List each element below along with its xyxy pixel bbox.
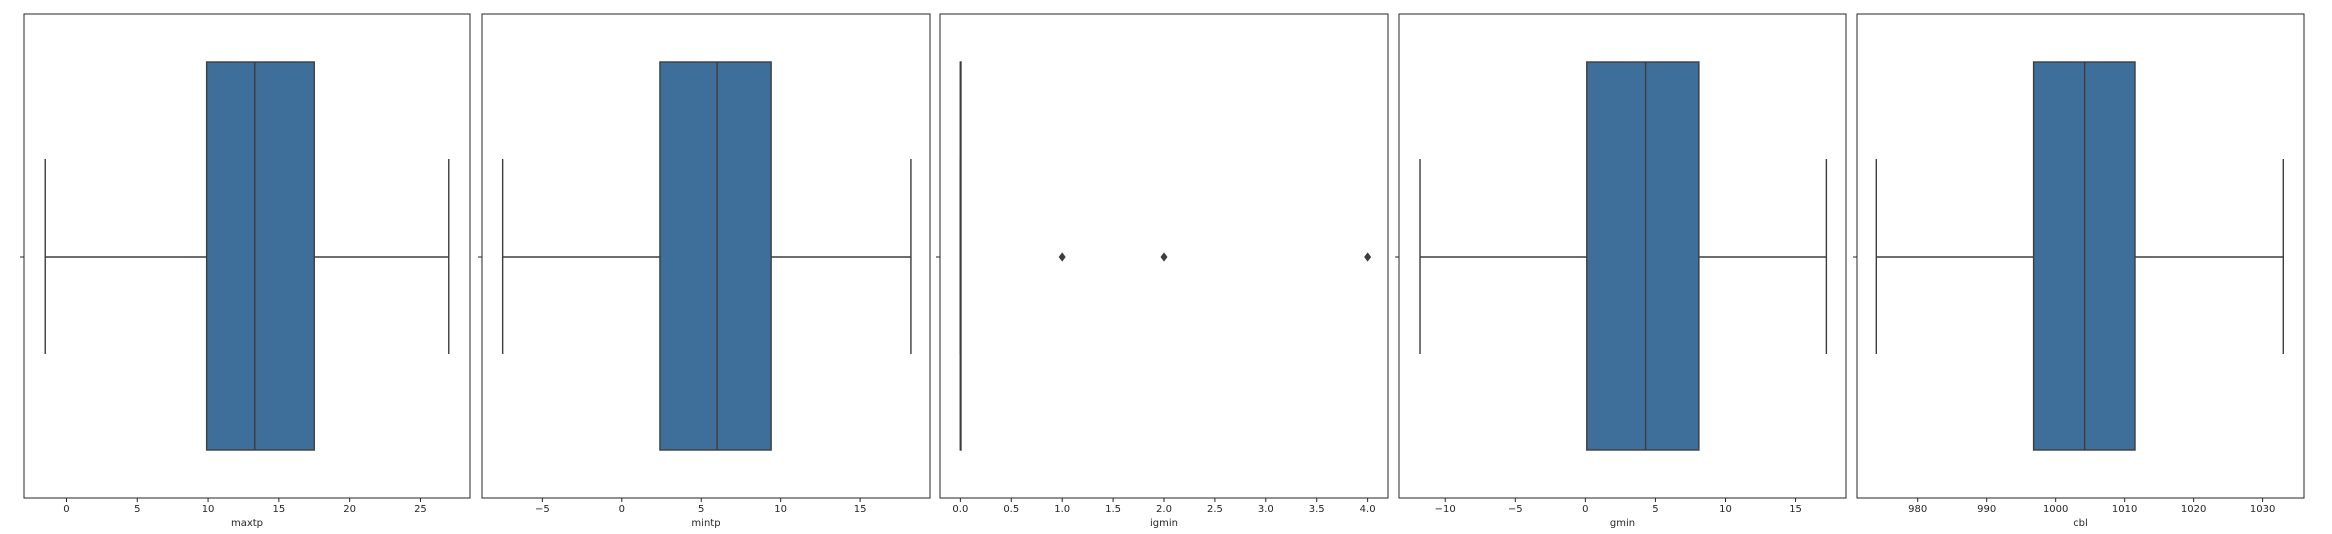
iqr-box [1586, 61, 1700, 451]
x-tick-label: 1.0 [1054, 504, 1070, 515]
x-tick-label: 20 [343, 504, 356, 515]
x-tick-label: 25 [414, 504, 427, 515]
x-tick-label: 980 [1908, 504, 1927, 515]
x-tick-label: 0 [63, 504, 69, 515]
x-tick-label: 1010 [2112, 504, 2137, 515]
x-tick-label: −10 [1435, 504, 1456, 515]
outlier-point [1160, 252, 1168, 262]
x-tick-label: 5 [134, 504, 140, 515]
x-axis-label: maxtp [231, 518, 263, 529]
outlier-point [1364, 252, 1372, 262]
x-tick-label: 5 [1652, 504, 1658, 515]
x-tick-label: 1030 [2250, 504, 2275, 515]
x-tick-label: 15 [272, 504, 285, 515]
x-tick-label: 15 [854, 504, 867, 515]
panel-gmin: −10 −5 0 5 10 15 gmin [1395, 13, 1847, 529]
x-tick-label: 10 [202, 504, 215, 515]
x-tick-label: −5 [1508, 504, 1523, 515]
x-tick-label: 0 [1582, 504, 1588, 515]
x-axis-label: gmin [1610, 518, 1635, 529]
panel-maxtp: 0 5 10 15 20 25 maxtp [20, 13, 471, 529]
x-tick-label: 1020 [2181, 504, 2206, 515]
x-tick-label: 5 [698, 504, 704, 515]
panel-mintp: −5 0 5 10 15 mintp [478, 13, 931, 529]
x-tick-label: 3.0 [1258, 504, 1274, 515]
x-tick-label: 1.5 [1105, 504, 1121, 515]
x-tick-label: 990 [1977, 504, 1996, 515]
x-tick-label: 15 [1789, 504, 1802, 515]
x-tick-label: 10 [774, 504, 787, 515]
x-tick-label: 10 [1719, 504, 1732, 515]
iqr-box [205, 61, 315, 451]
x-tick-label: 1000 [2043, 504, 2068, 515]
x-tick-label: 4.0 [1360, 504, 1376, 515]
x-axis-label: cbl [2073, 518, 2088, 529]
x-tick-label: 0.5 [1003, 504, 1019, 515]
panel-igmin: 0.0 0.5 1.0 1.5 2.0 2.5 3.0 3.5 4.0 igmin [936, 13, 1389, 529]
x-tick-label: 0 [619, 504, 625, 515]
x-tick-label: 0.0 [952, 504, 968, 515]
outlier-point [1058, 252, 1066, 262]
x-tick-label: 3.5 [1309, 504, 1325, 515]
panel-cbl: 980 990 1000 1010 1020 1030 cbl [1853, 13, 2305, 529]
x-axis-label: igmin [1150, 518, 1178, 529]
x-tick-label: −5 [535, 504, 550, 515]
x-tick-label: 2.0 [1156, 504, 1172, 515]
x-axis-label: mintp [691, 518, 720, 529]
iqr-box [659, 61, 772, 451]
x-tick-label: 2.5 [1207, 504, 1223, 515]
